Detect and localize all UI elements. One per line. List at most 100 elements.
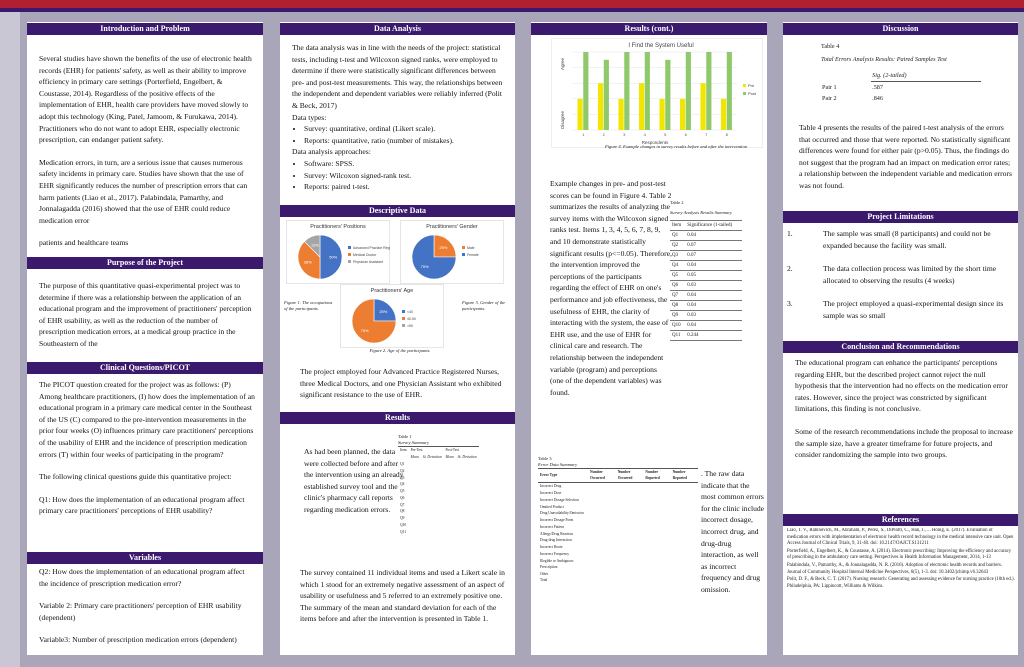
- table-cell: [421, 467, 444, 474]
- legend-label: Male: [467, 246, 475, 250]
- table-cell: [588, 530, 616, 537]
- section-header: Conclusion and Recommendations: [783, 341, 1018, 353]
- table-cell: [456, 522, 479, 529]
- bullet-list: Survey: quantitative, ordinal (Likert sc…: [292, 123, 507, 146]
- section-text: . The raw data indicate that the most co…: [701, 469, 765, 594]
- table-cell: [616, 496, 644, 503]
- x-tick-label: 1: [582, 132, 585, 137]
- table-cell: [643, 544, 670, 551]
- table-cell: [588, 570, 616, 577]
- table-cell: [588, 482, 616, 489]
- bar: [726, 52, 732, 130]
- table-row: Incorrect Dosage Selection: [538, 496, 698, 503]
- table-cell: [444, 515, 456, 522]
- table-cell: [409, 494, 421, 501]
- table-row: Error Type Number Occurred Number Occurred…: [538, 468, 698, 483]
- table-cell: [643, 537, 670, 544]
- section-text: Q2: How does the implementation of an ed…: [39, 566, 255, 654]
- table-row: Q1 0.04: [670, 230, 742, 241]
- paragraph: Software: SPSS.: [304, 158, 507, 170]
- item-text: The sample was small (8 participants) an…: [823, 229, 991, 250]
- table-cell: [643, 570, 670, 577]
- table-cell: [444, 488, 456, 495]
- section-text: The project employed four Advanced Pract…: [300, 367, 502, 400]
- column: Data Analysis The data analysis was in l…: [280, 22, 515, 655]
- legend-swatch: [348, 253, 351, 256]
- table-cell: [671, 482, 698, 489]
- table-cell: 0.04: [685, 290, 742, 301]
- table-cell: [588, 496, 616, 503]
- table-block: Table 1 Survey Summary Item Pre-Test Post-…: [398, 434, 510, 554]
- table-cell: [409, 508, 421, 515]
- slice-label: 13%: [311, 242, 319, 247]
- item-number: 2.: [787, 264, 793, 274]
- table-row: Q8: [398, 508, 479, 515]
- table-row: Q7: [398, 501, 479, 508]
- paragraph: Q2: How does the implementation of an ed…: [39, 567, 245, 588]
- bar: [577, 98, 583, 130]
- pie-chart: Practitioners' Gender 25% Male 75% Female: [400, 220, 504, 284]
- section-text: Example changes in pre- and post-test sc…: [550, 179, 672, 397]
- table-cell: [456, 528, 479, 535]
- table-cell: [421, 494, 444, 501]
- chart-title: Practitioners' Gender: [426, 224, 478, 230]
- table-cell: Incorrect Frequency: [540, 551, 570, 556]
- table-row: Q10 0.04: [670, 320, 742, 331]
- table-header: Sig. (2-tailed): [871, 70, 981, 82]
- table-cell: Illegible or Ambiguous Prescription: [540, 558, 574, 569]
- paragraph: Porterfield, A., Engelbert, K., & Cousta…: [787, 548, 1012, 561]
- table-cell: [671, 490, 698, 497]
- legend-swatch: [462, 253, 465, 256]
- item-number: 3.: [787, 299, 793, 309]
- table-row: Q4 0.04: [670, 260, 742, 271]
- x-tick-label: 4: [644, 132, 647, 137]
- axis-label: Agree: [560, 58, 565, 71]
- bar: [639, 83, 645, 130]
- table-cell: [643, 530, 670, 537]
- table-cell: [588, 577, 616, 584]
- table-row: Q11: [398, 528, 479, 535]
- table: Error Type Number Occurred Number Occurred…: [538, 468, 698, 584]
- table-cell: [456, 461, 479, 468]
- table-cell: Pair 2: [822, 95, 837, 102]
- table-cell: [444, 522, 456, 529]
- table-row: Q1: [398, 461, 479, 468]
- table-row: Incorrect Drug: [538, 482, 698, 489]
- bar: [721, 98, 727, 130]
- table-cell: [643, 510, 670, 517]
- left-bar: [0, 12, 20, 667]
- bar: [665, 59, 671, 130]
- table-header: Error Type: [538, 468, 589, 483]
- table-cell: Incorrect Patient: [540, 524, 564, 529]
- table-cell: [421, 528, 444, 535]
- table-cell: [421, 508, 444, 515]
- table-cell: [421, 474, 444, 481]
- label: Data types:: [292, 112, 327, 122]
- table-cell: [643, 577, 670, 584]
- table-cell: [409, 515, 421, 522]
- table-cell: [643, 503, 670, 510]
- table-cell: Q6: [400, 495, 405, 500]
- table-header: Pre-Test: [408, 445, 444, 454]
- legend-swatch: [402, 310, 405, 313]
- table-label: Table 3: [538, 456, 552, 461]
- table-row: Pair 2 .846: [821, 93, 981, 104]
- table-row: Incorrect Frequency: [538, 551, 698, 558]
- table-row: Pair 1 .587: [821, 82, 981, 94]
- table-label: Table 2: [670, 200, 684, 205]
- table-cell: Q10: [670, 320, 686, 331]
- paragraph: The following clinical questions guide t…: [39, 472, 232, 482]
- section-text: 1. The sample was small (8 participants) …: [787, 228, 1013, 338]
- bar: [618, 98, 624, 130]
- table-cell: Q3: [670, 250, 686, 261]
- top-strip: [0, 8, 1024, 12]
- section-text: The PICOT question created for the proje…: [39, 379, 255, 551]
- paragraph: The PICOT question created for the proje…: [39, 380, 255, 459]
- table-cell: [616, 551, 644, 558]
- table-cell: Other: [540, 571, 549, 576]
- table-header: Number Reported: [670, 468, 698, 483]
- table-cell: [444, 467, 456, 474]
- section-header: Descriptive Data: [280, 205, 515, 217]
- table-cell: [588, 544, 616, 551]
